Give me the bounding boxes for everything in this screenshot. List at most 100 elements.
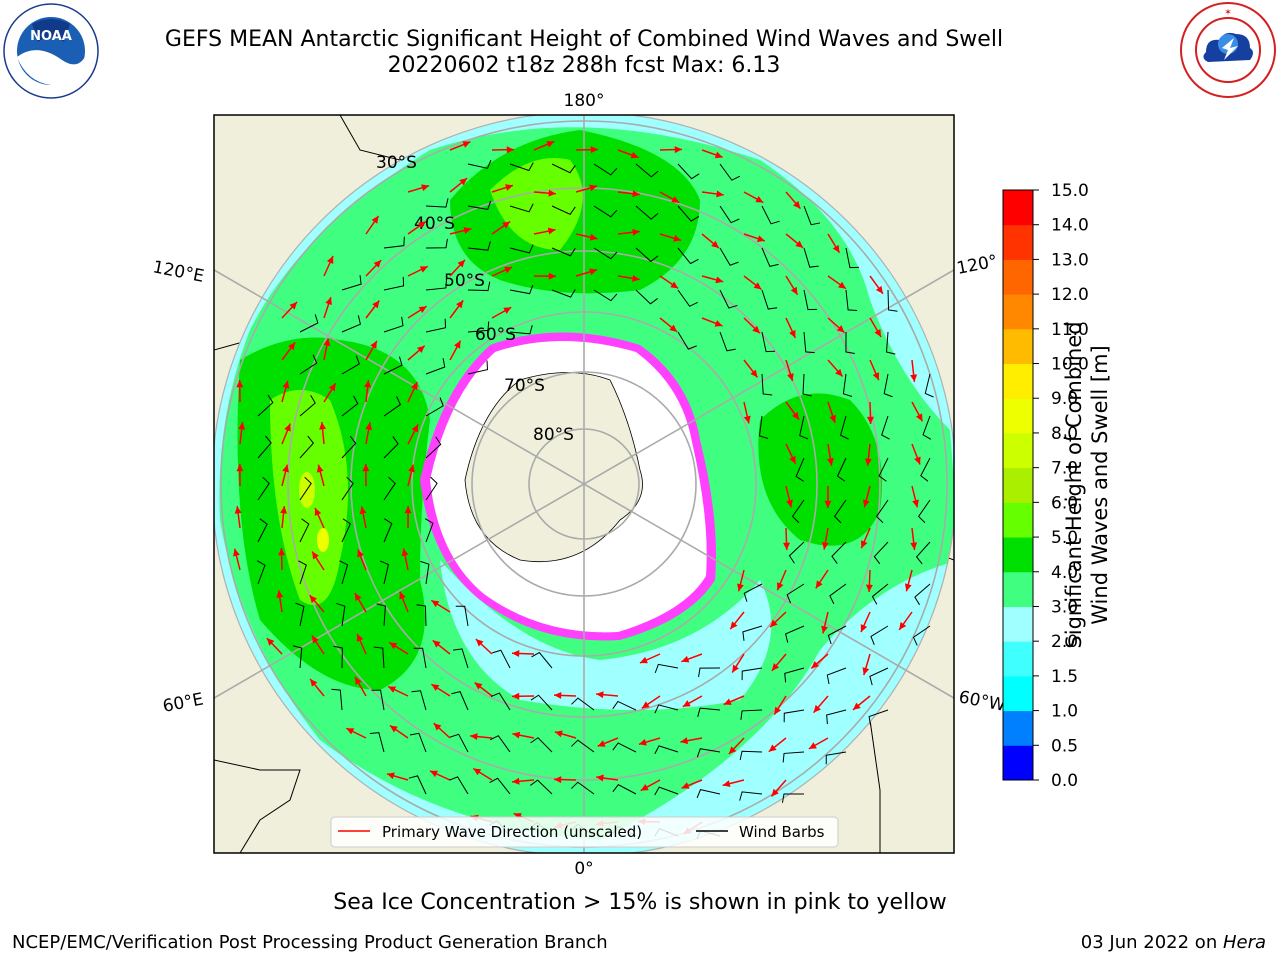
- colorbar-tick-label: 14.0: [1051, 216, 1089, 236]
- wave-arrow: [737, 569, 745, 592]
- wave-arrow: [862, 653, 871, 676]
- wave-arrow: [865, 569, 873, 593]
- wind-barb: [379, 560, 390, 585]
- wave-arrow: [512, 731, 535, 739]
- wave-arrow: [386, 772, 409, 781]
- wave-arrow: [491, 266, 513, 277]
- wind-barb: [612, 742, 637, 753]
- wind-barb: [920, 457, 931, 482]
- lon-label-120w: 120°: [955, 251, 999, 278]
- wave-arrow: [824, 485, 832, 509]
- wave-arrow: [280, 506, 288, 529]
- wind-barb: [449, 776, 469, 795]
- colorbar-swatch: [1003, 224, 1033, 260]
- wave-arrow: [389, 724, 409, 739]
- wave-arrow: [278, 547, 286, 571]
- colorbar-swatch: [1003, 641, 1033, 677]
- wave-arrow: [362, 463, 370, 487]
- wind-barb: [425, 238, 448, 249]
- wind-barb: [788, 541, 805, 564]
- wave-arrow: [281, 341, 296, 361]
- wind-barb: [799, 415, 809, 440]
- wind-barb: [917, 499, 931, 524]
- wind-barb: [719, 247, 739, 266]
- wave-arrow: [680, 737, 703, 745]
- wave-arrow: [512, 777, 535, 785]
- wave-arrow: [617, 190, 640, 198]
- wave-arrow: [472, 767, 493, 781]
- wind-barb: [739, 750, 763, 761]
- wave-arrow: [365, 259, 382, 277]
- wind-barb: [868, 709, 889, 726]
- wave-arrow: [449, 299, 464, 319]
- colorbar-tick-label: 7.0: [1051, 459, 1078, 479]
- wave-arrow: [911, 485, 919, 508]
- wind-barb: [551, 247, 576, 257]
- wave-arrow: [365, 300, 380, 319]
- wave-arrow: [860, 527, 871, 549]
- lon-label-0: 0°: [574, 859, 593, 879]
- wind-barb: [383, 276, 405, 291]
- wind-barb: [758, 415, 769, 439]
- wind-barb: [425, 278, 448, 291]
- wind-barb: [740, 709, 763, 720]
- wave-arrow: [617, 149, 639, 159]
- wave-arrow: [785, 233, 804, 249]
- wave-arrow: [475, 638, 493, 655]
- wind-barb: [654, 786, 679, 796]
- wave-arrow: [862, 485, 871, 508]
- wind-barb: [341, 518, 352, 543]
- wind-barb: [571, 697, 595, 711]
- colorbar-swatch: [1003, 467, 1033, 503]
- wave-arrow: [783, 527, 791, 551]
- wave-arrow: [234, 506, 242, 529]
- wind-barb: [761, 331, 776, 353]
- wind-barb: [654, 704, 679, 714]
- wave-arrow: [810, 653, 829, 669]
- wind-barb: [467, 321, 490, 333]
- wind-barb: [795, 457, 805, 482]
- wind-barb: [914, 583, 931, 606]
- colorbar-tick-label: 4.0: [1051, 563, 1078, 583]
- wave-arrow: [309, 678, 325, 697]
- wave-arrow: [407, 184, 430, 193]
- wave-arrow: [345, 727, 367, 739]
- map-legend: Primary Wave Direction (unscaled) Wind B…: [330, 816, 839, 848]
- wave-arrow: [323, 255, 334, 277]
- wind-barb: [467, 159, 492, 169]
- wind-barb: [339, 560, 349, 585]
- wind-barb: [383, 356, 403, 375]
- wave-arrow: [701, 233, 720, 249]
- colorbar-swatch: [1003, 745, 1033, 781]
- wave-arrow: [729, 611, 745, 630]
- wind-barb: [299, 518, 310, 543]
- wave-arrow: [319, 422, 327, 445]
- wave-arrow: [449, 340, 462, 361]
- wave-arrow: [869, 317, 882, 338]
- wind-barb: [677, 163, 700, 180]
- wave-arrow: [659, 146, 683, 154]
- wave-arrow: [407, 381, 418, 403]
- wind-barb: [784, 667, 805, 683]
- colorbar-swatch: [1003, 502, 1033, 538]
- wind-barb: [870, 625, 889, 645]
- wave-arrow: [723, 695, 745, 706]
- wave-arrow: [864, 443, 872, 466]
- wave-arrow: [575, 233, 598, 241]
- wave-arrow: [314, 507, 325, 529]
- wave-arrow: [743, 359, 759, 378]
- wave-arrow: [533, 140, 555, 151]
- wind-barb: [741, 667, 763, 681]
- noaa-logo-text: NOAA: [30, 29, 72, 44]
- wave-arrow: [449, 259, 466, 277]
- wave-arrow: [827, 275, 847, 290]
- wind-barb: [449, 733, 469, 753]
- wave-arrow: [401, 548, 409, 571]
- colorbar-tick-label: 15.0: [1051, 181, 1089, 201]
- wind-barb: [467, 360, 489, 375]
- wave-direction-arrows: [233, 140, 924, 835]
- wave-arrow: [233, 548, 241, 571]
- wind-barb: [761, 205, 780, 225]
- wind-barb: [612, 784, 637, 795]
- wave-arrow: [743, 401, 751, 424]
